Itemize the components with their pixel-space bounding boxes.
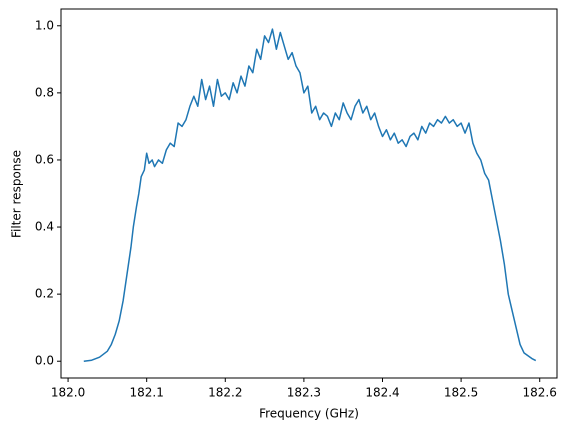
y-tick-label: 0.6: [35, 152, 54, 166]
plot-frame: [60, 8, 558, 379]
x-tick-label: 182.0: [51, 386, 85, 400]
x-axis-label: Frequency (GHz): [259, 407, 359, 421]
x-tick-label: 182.6: [523, 386, 557, 400]
x-tick-label: 182.2: [208, 386, 242, 400]
x-tick-label: 182.5: [444, 386, 478, 400]
y-tick-label: 0.4: [35, 220, 54, 234]
data-line: [83, 28, 537, 362]
y-tick-label: 0.2: [35, 287, 54, 301]
x-tick-label: 182.3: [287, 386, 321, 400]
x-tick-label: 182.4: [365, 386, 399, 400]
y-axis-label: Filter response: [10, 150, 24, 238]
y-tick-label: 0.8: [35, 85, 54, 99]
y-tick-label: 1.0: [35, 18, 54, 32]
x-tick-label: 182.1: [130, 386, 164, 400]
y-tick-label: 0.0: [35, 354, 54, 368]
